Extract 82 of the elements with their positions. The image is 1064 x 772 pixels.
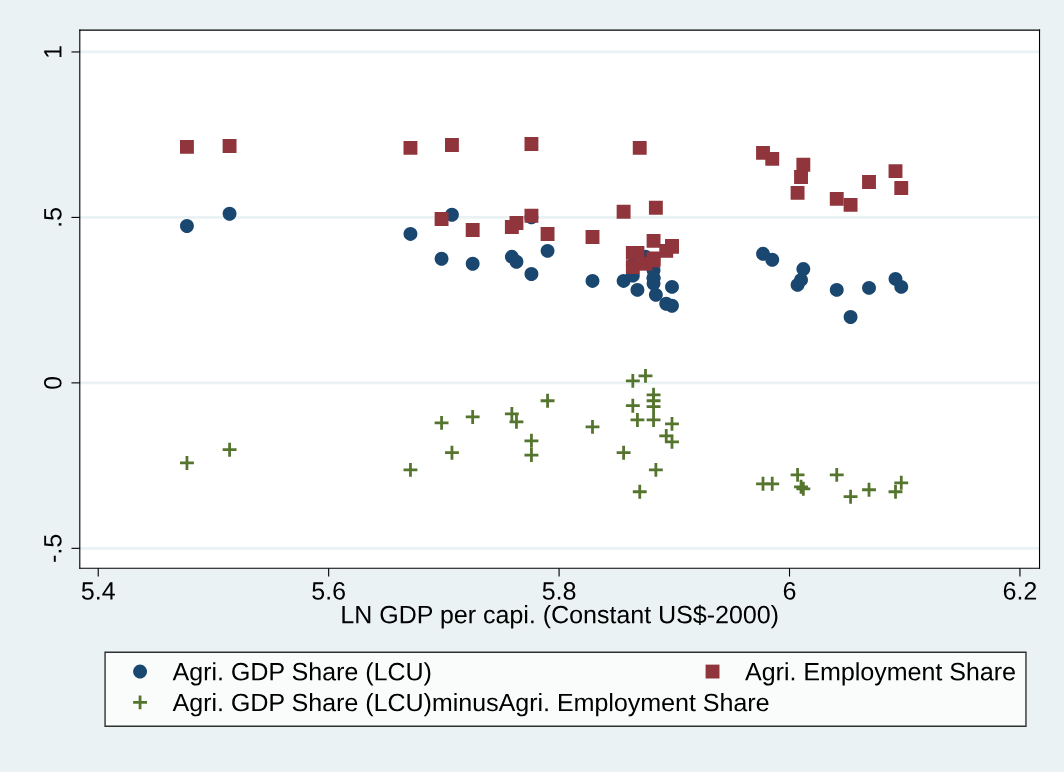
point [222, 138, 237, 153]
point [509, 216, 524, 230]
y-tick-label: 0 [43, 376, 62, 389]
point [180, 219, 194, 233]
point [464, 408, 482, 426]
point [403, 227, 418, 241]
point [509, 254, 524, 269]
point [465, 256, 480, 271]
x-tick-label: 6.2 [1003, 582, 1037, 600]
point [637, 367, 654, 385]
point [648, 287, 663, 302]
point [829, 282, 844, 297]
point [631, 483, 649, 501]
point [843, 310, 858, 324]
point [789, 466, 806, 484]
point [796, 157, 811, 172]
point [433, 414, 450, 432]
point [888, 164, 903, 179]
point [765, 252, 780, 267]
point [646, 233, 661, 248]
y-tick-label: 1 [44, 46, 62, 57]
point [624, 397, 642, 415]
point [585, 229, 600, 244]
point [645, 411, 662, 429]
point [894, 181, 909, 195]
point [539, 392, 556, 410]
point [524, 267, 539, 281]
x-tick-label: 6 [783, 582, 796, 600]
point [540, 243, 555, 258]
point [665, 298, 679, 313]
point [828, 466, 846, 484]
point [894, 279, 909, 294]
point [665, 279, 679, 294]
point [647, 461, 665, 479]
point [443, 444, 461, 462]
point [523, 446, 540, 464]
point [434, 212, 449, 227]
point [842, 488, 859, 506]
point [790, 185, 805, 200]
point [540, 227, 555, 241]
point [632, 140, 647, 155]
point [862, 280, 876, 295]
point [648, 200, 663, 215]
point [763, 475, 781, 493]
point [624, 372, 642, 390]
point [503, 405, 521, 423]
point [663, 433, 681, 451]
point [508, 413, 525, 431]
point [178, 454, 196, 472]
point [402, 461, 419, 479]
point [796, 262, 811, 276]
point [663, 415, 681, 433]
point [862, 175, 876, 189]
point [221, 441, 238, 459]
point [616, 204, 631, 219]
x-tick-label: 5.4 [81, 582, 115, 600]
point [465, 223, 480, 237]
point [843, 197, 858, 212]
x-axis-title: LN GDP per capi. (Constant US$-2000) [342, 604, 778, 629]
x-tick-label: 5.8 [542, 582, 576, 600]
x-tick-label: 5.6 [312, 582, 345, 600]
point [629, 411, 646, 429]
y-tick-label: .5 [44, 208, 62, 226]
legend-label: Agri. GDP Share (LCU) [172, 662, 431, 686]
point [765, 151, 780, 166]
legend-label: Agri. Employment Share [745, 662, 1015, 686]
point [434, 251, 449, 266]
point [630, 282, 645, 297]
point [523, 432, 540, 450]
point [222, 206, 237, 221]
point [615, 444, 632, 462]
point [860, 481, 878, 499]
point [180, 139, 194, 154]
legend-label: Agri. GDP Share (LCU)minusAgri. Employment Share [172, 693, 769, 717]
y-tick-label: -.5 [44, 534, 62, 562]
point [829, 191, 844, 206]
point [630, 245, 645, 260]
point [403, 140, 418, 155]
point [585, 274, 600, 288]
point [524, 137, 539, 151]
point [444, 137, 459, 152]
point [584, 418, 601, 436]
